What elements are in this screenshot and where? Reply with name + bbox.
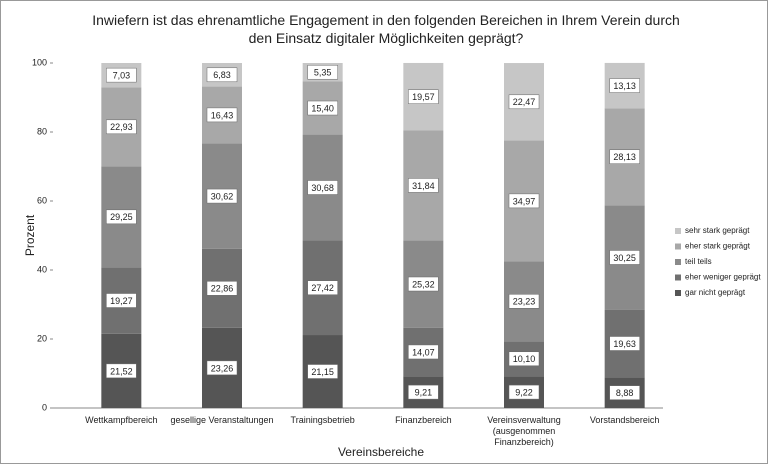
- value-label: 31,84: [412, 181, 435, 191]
- value-label-box: [508, 384, 540, 400]
- value-label: 19,27: [110, 296, 133, 306]
- y-axis-label: Prozent: [23, 214, 37, 256]
- value-label: 16,43: [211, 110, 234, 120]
- value-label: 23,26: [211, 363, 234, 373]
- x-axis-label: Vereinsbereiche: [337, 445, 425, 459]
- value-label: 10,10: [513, 354, 536, 364]
- value-label-box: [408, 276, 439, 292]
- x-tick-label: Vorstandsbereich: [589, 415, 660, 425]
- value-label: 9,21: [415, 387, 433, 397]
- value-label: 30,62: [211, 191, 234, 201]
- value-label-box: [307, 64, 338, 80]
- value-label-box: [206, 107, 238, 123]
- value-label: 30,25: [613, 253, 636, 263]
- value-label: 25,32: [412, 279, 435, 289]
- legend-label: sehr stark geprägt: [685, 226, 750, 235]
- x-tick-label: Trainingsbetrieb: [290, 415, 355, 425]
- value-label: 22,86: [211, 284, 234, 294]
- value-label: 23,23: [513, 297, 536, 307]
- value-label: 14,07: [412, 347, 435, 357]
- y-tick-label: 40: [37, 264, 47, 274]
- legend-label: teil teils: [685, 257, 712, 266]
- y-tick-label: 0: [42, 402, 47, 412]
- y-tick-label: 100: [32, 57, 47, 67]
- x-tick-label: Vereinsverwaltung (ausgenommen Finanzber…: [487, 415, 561, 447]
- value-label-box: [106, 67, 137, 83]
- legend-label: eher stark geprägt: [685, 242, 751, 251]
- value-label: 22,47: [513, 97, 536, 107]
- value-label: 34,97: [513, 196, 536, 206]
- y-tick-label: 20: [37, 333, 47, 343]
- value-label: 29,25: [110, 212, 133, 222]
- value-label: 15,40: [311, 103, 334, 113]
- value-label-box: [609, 385, 640, 400]
- value-label-box: [408, 384, 439, 400]
- value-label-box: [508, 193, 540, 209]
- legend-swatch: [675, 259, 681, 265]
- legend-swatch: [675, 243, 681, 250]
- value-label-box: [508, 294, 540, 309]
- value-label: 27,42: [311, 283, 334, 293]
- chart-title: Inwiefern ist das ehrenamtliche Engageme…: [92, 12, 680, 46]
- value-label-box: [408, 344, 439, 360]
- value-label-box: [106, 209, 137, 225]
- y-tick-label: 80: [37, 126, 47, 136]
- value-label: 30,68: [311, 183, 334, 193]
- value-label: 13,13: [613, 81, 636, 91]
- value-label-box: [609, 336, 640, 351]
- value-label: 21,15: [311, 367, 334, 377]
- value-label: 19,57: [412, 92, 435, 102]
- value-label-box: [307, 100, 338, 116]
- value-label: 28,13: [613, 152, 636, 162]
- value-label-box: [307, 280, 338, 295]
- y-tick-label: 60: [37, 195, 47, 205]
- value-label-box: [408, 89, 439, 104]
- legend-swatch: [675, 290, 681, 296]
- value-label: 19,63: [613, 339, 636, 349]
- legend-label: eher weniger geprägt: [685, 273, 761, 282]
- value-label-box: [609, 149, 640, 165]
- legend-label: gar nicht geprägt: [685, 288, 746, 297]
- value-label-box: [106, 363, 137, 379]
- legend-swatch: [675, 228, 681, 234]
- value-label: 7,03: [113, 71, 131, 81]
- x-tick-label: Finanzbereich: [395, 415, 452, 425]
- legend-swatch: [675, 274, 681, 281]
- value-label: 9,22: [515, 387, 533, 397]
- value-label-box: [508, 94, 540, 110]
- value-label-box: [206, 360, 238, 376]
- value-label: 8,88: [616, 388, 634, 398]
- value-label-box: [307, 364, 338, 379]
- value-label-box: [508, 351, 540, 367]
- value-label-box: [408, 178, 439, 193]
- value-label-box: [609, 250, 640, 265]
- x-tick-label: gesellige Veranstaltungen: [170, 415, 274, 425]
- value-label: 21,52: [110, 366, 133, 376]
- x-tick-label: Wettkampfbereich: [85, 415, 158, 425]
- value-label-box: [206, 67, 238, 83]
- value-label: 22,93: [110, 122, 133, 132]
- value-label-box: [206, 281, 238, 296]
- value-label-box: [307, 180, 338, 195]
- value-label-box: [609, 78, 640, 93]
- value-label: 5,35: [314, 68, 332, 78]
- value-label-box: [106, 293, 137, 308]
- value-label-box: [106, 119, 137, 135]
- value-label-box: [206, 188, 238, 204]
- value-label: 6,83: [213, 70, 231, 80]
